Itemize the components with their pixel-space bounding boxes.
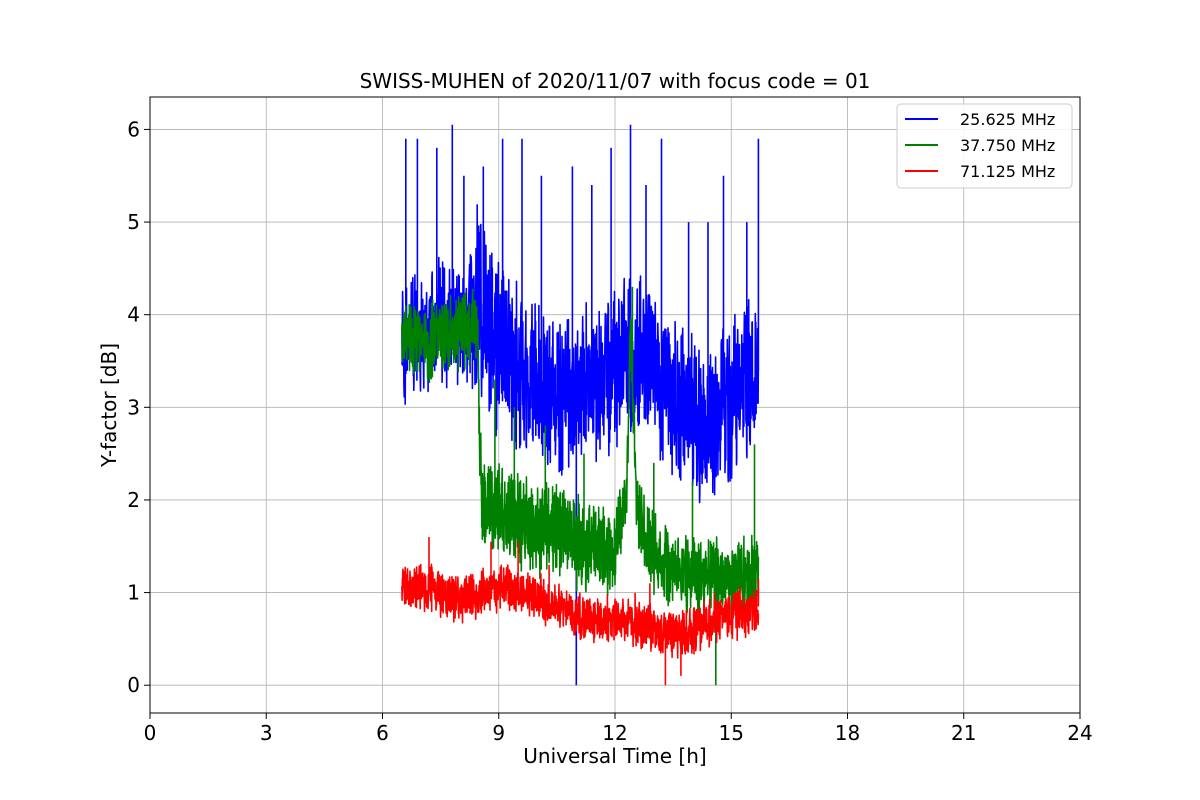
- y-tick-label: 3: [127, 395, 140, 419]
- legend-label-2: 37.750 MHz: [960, 136, 1055, 155]
- x-tick-label: 21: [951, 721, 976, 745]
- legend-label-3: 71.125 MHz: [960, 162, 1055, 181]
- series-line-2: [401, 286, 760, 686]
- y-tick-label: 2: [127, 488, 140, 512]
- legend: 25.625 MHz 37.750 MHz 71.125 MHz: [896, 103, 1073, 189]
- x-tick-label: 24: [1067, 721, 1092, 745]
- x-tick-label: 0: [144, 721, 157, 745]
- y-tick-label: 5: [127, 210, 140, 234]
- y-tick-label: 4: [127, 303, 140, 327]
- x-tick-label: 12: [602, 721, 627, 745]
- x-tick-label: 3: [260, 721, 273, 745]
- series-line-3: [401, 537, 760, 686]
- y-tick-label: 0: [127, 673, 140, 697]
- y-tick-label: 6: [127, 117, 140, 141]
- x-tick-label: 9: [492, 721, 505, 745]
- plot-series-layer: [401, 124, 760, 686]
- y-tick-label: 1: [127, 581, 140, 605]
- x-tick-label: 18: [835, 721, 860, 745]
- legend-label-1: 25.625 MHz: [960, 110, 1055, 129]
- y-axis-label: Y-factor [dB]: [97, 343, 121, 468]
- x-axis-label: Universal Time [h]: [523, 744, 706, 768]
- series-line-1: [401, 124, 760, 686]
- x-tick-label: 6: [376, 721, 389, 745]
- chart-title: SWISS-MUHEN of 2020/11/07 with focus cod…: [360, 69, 871, 93]
- legend-box: [896, 103, 1073, 189]
- x-tick-label: 15: [719, 721, 744, 745]
